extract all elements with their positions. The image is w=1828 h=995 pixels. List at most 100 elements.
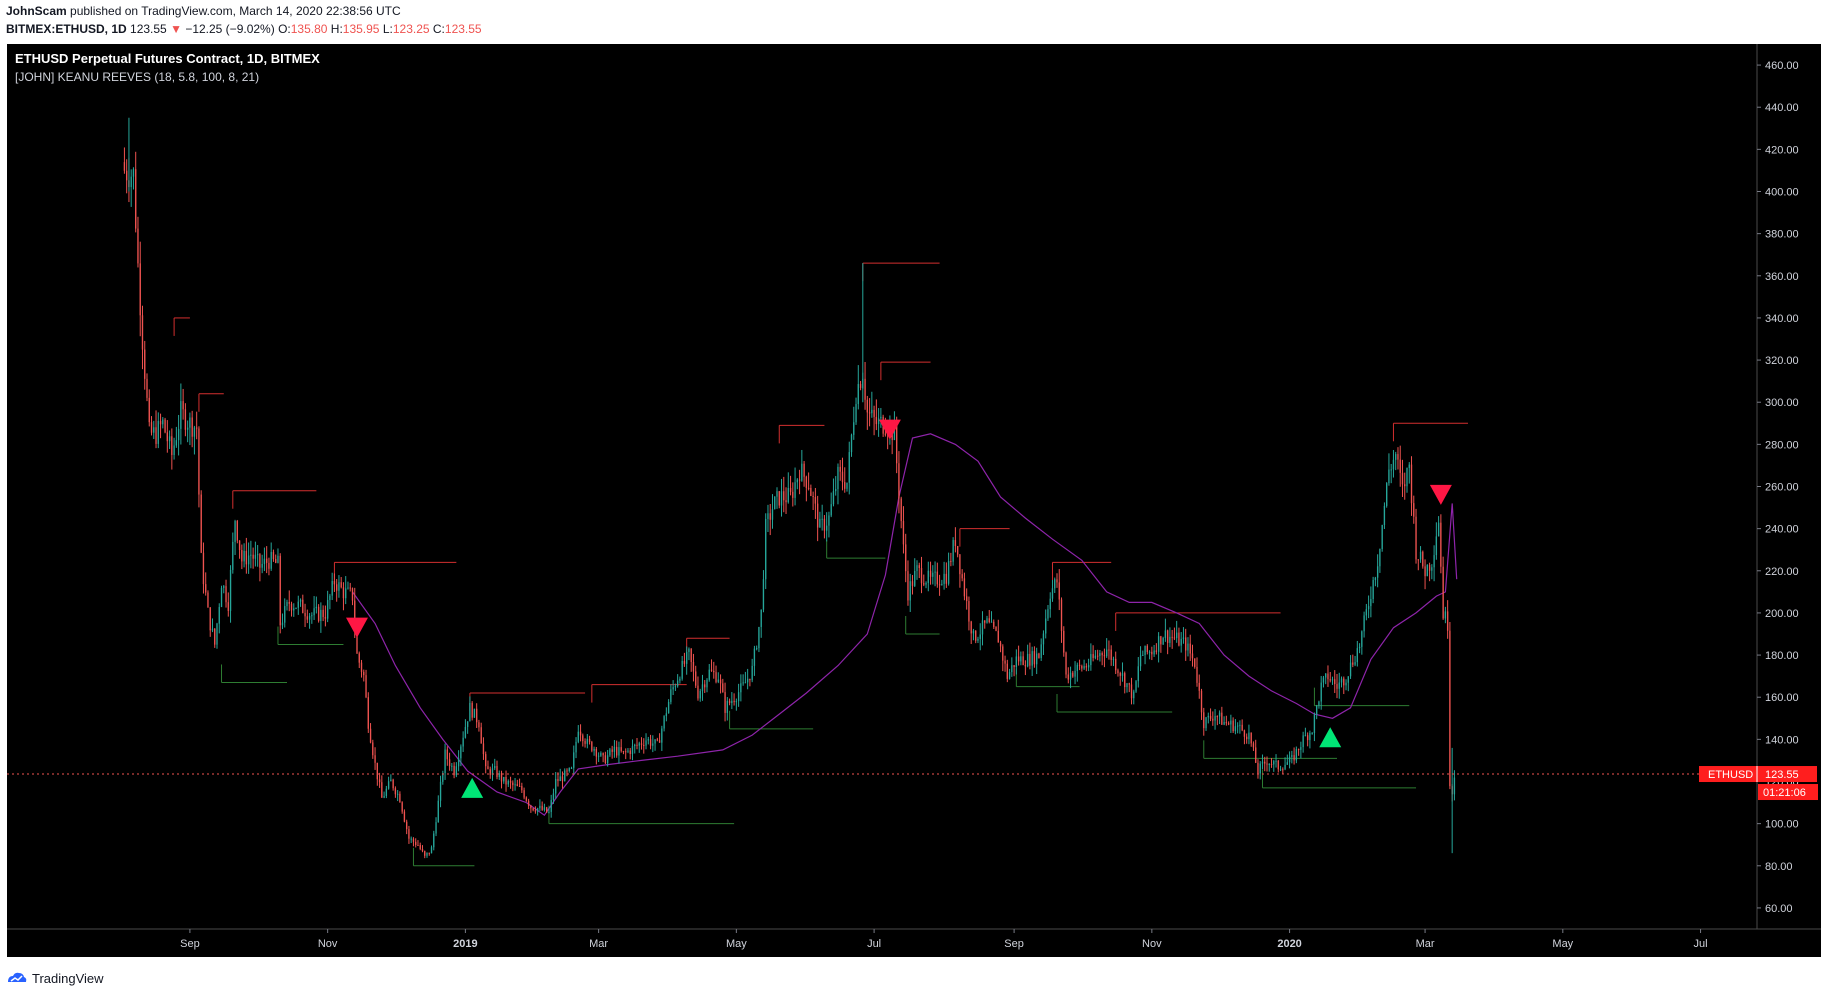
candle-body (338, 582, 340, 591)
candle-body (652, 743, 654, 746)
candle-body (1248, 732, 1250, 740)
candle-body (297, 601, 299, 608)
candle-body (600, 753, 602, 756)
candle-body (1415, 516, 1417, 560)
candle-body (848, 452, 850, 483)
candle-body (1379, 548, 1381, 567)
candle-body (830, 504, 832, 516)
candle-body (1417, 559, 1419, 561)
candle-body (1365, 609, 1368, 616)
candle-body (789, 488, 792, 492)
footer-brand[interactable]: TradingView (6, 967, 104, 989)
candle-body (1022, 656, 1024, 666)
candle-body (1236, 725, 1239, 727)
candle-body (1311, 732, 1313, 734)
candle-body (507, 780, 509, 785)
candle-body (947, 561, 950, 584)
candle-body (130, 176, 132, 188)
candle-body (331, 581, 333, 596)
high-label: H: (330, 22, 343, 36)
y-tick-label: 460.00 (1765, 60, 1799, 72)
candle-body (439, 781, 442, 801)
candle-body (433, 833, 435, 848)
candle-body (647, 739, 649, 741)
candle-body (564, 770, 566, 782)
candle-body (1266, 763, 1268, 765)
candle-body (670, 689, 672, 702)
candle-body (223, 586, 225, 588)
candle-body (354, 600, 356, 629)
candle-body (408, 829, 410, 839)
candle-body (1284, 764, 1286, 770)
candle-body (256, 554, 259, 556)
candle-body (191, 417, 193, 437)
candle-body (1081, 666, 1083, 669)
candle-body (460, 746, 462, 759)
x-tick-label: May (726, 938, 747, 950)
candle-body (523, 790, 525, 798)
candle-body (426, 852, 428, 856)
countdown-value: 01:21:06 (1763, 787, 1806, 799)
candle-body (1286, 762, 1288, 765)
y-tick-label: 160.00 (1765, 692, 1799, 704)
candle-body (500, 773, 503, 782)
candle-body (954, 540, 957, 547)
candle-body (561, 776, 564, 782)
candle-body (1367, 606, 1370, 610)
candle-body (575, 741, 577, 753)
plot-area[interactable] (7, 44, 1757, 929)
candle-body (1049, 598, 1051, 610)
candle-body (1325, 673, 1327, 678)
candle-body (322, 609, 324, 618)
y-tick-label: 380.00 (1765, 229, 1799, 241)
candle-body (1042, 633, 1045, 645)
candle-body (1142, 654, 1144, 656)
candle-body (238, 540, 241, 551)
candle-body (826, 525, 828, 531)
candle-body (1453, 777, 1456, 795)
candle-body (392, 779, 394, 789)
publisher-name[interactable]: JohnScam (6, 4, 67, 18)
candle-body (200, 494, 202, 553)
candle-body (1056, 579, 1058, 583)
candle-body (489, 769, 491, 775)
candle-body (765, 518, 767, 580)
buy-signal-triangle (1319, 727, 1342, 748)
candle-body (1437, 522, 1440, 537)
candle-body (220, 587, 223, 608)
candle-body (591, 741, 593, 751)
candle-body (977, 638, 979, 641)
candle-body (396, 793, 399, 795)
candle-body (171, 436, 173, 455)
candle-body (360, 662, 363, 672)
candle-body (724, 692, 726, 713)
candle-body (819, 518, 821, 528)
candle-body (859, 384, 862, 388)
candle-body (1255, 747, 1257, 763)
candle-body (263, 558, 266, 564)
candle-body (936, 571, 938, 585)
candle-body (345, 588, 347, 599)
candle-body (643, 744, 645, 746)
candle-body (667, 701, 670, 714)
candle-body (877, 418, 880, 425)
candle-body (884, 433, 887, 435)
candle-body (539, 805, 541, 809)
candle-body (1413, 503, 1415, 517)
candle-body (424, 851, 426, 856)
candle-body (340, 582, 342, 588)
candle-body (498, 773, 500, 777)
candle-body (920, 568, 923, 584)
candle-body (1338, 682, 1340, 689)
candle-body (1103, 655, 1106, 657)
candle-body (593, 748, 595, 751)
candle-body (975, 630, 977, 641)
time-axis[interactable] (7, 929, 1821, 957)
candle-body (1223, 722, 1225, 725)
candle-body (1316, 705, 1318, 715)
price-tag-value: 123.55 (1765, 769, 1799, 781)
candle-body (979, 634, 981, 639)
candle-body (245, 550, 248, 565)
candle-body (365, 675, 367, 698)
